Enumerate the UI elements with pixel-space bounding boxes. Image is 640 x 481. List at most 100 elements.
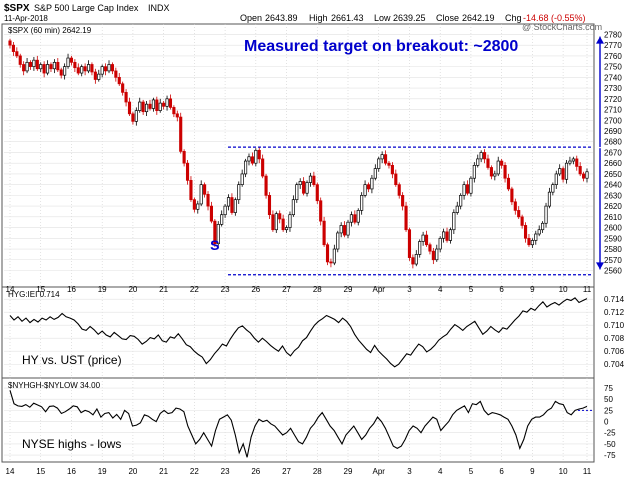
candle-body [76, 67, 80, 74]
candle-body [45, 64, 50, 74]
candle-body [8, 40, 12, 46]
candle-body [455, 205, 459, 213]
price-legend: $SPX (60 min) 2642.19 [8, 26, 92, 35]
header-exchange: INDX [148, 3, 170, 13]
pattern-label-s: S [210, 237, 219, 253]
hyg-tick-label: 0.710 [604, 321, 625, 330]
candle-body [537, 229, 541, 235]
candle-body [308, 175, 313, 183]
candle-body [244, 160, 248, 175]
price-tick-label: 2690 [604, 127, 622, 136]
candle-body [325, 244, 330, 263]
candle-body [237, 184, 241, 201]
header-close-value: 2642.19 [462, 13, 495, 23]
candle-body [469, 177, 473, 194]
x-tick-label-top: 19 [98, 285, 107, 294]
candle-body [472, 164, 476, 179]
candle-body [240, 173, 244, 186]
candle-body [83, 66, 87, 72]
candle-body [196, 203, 200, 210]
nyse-tick-label: 50 [604, 395, 613, 404]
candle-body [86, 64, 91, 72]
candle-body [564, 162, 569, 180]
candle-body [315, 184, 319, 202]
candle-body [261, 158, 265, 177]
candle-body [73, 61, 77, 69]
candle-body [278, 213, 282, 220]
hyg-tick-label: 0.704 [604, 360, 625, 369]
candle-body [541, 222, 545, 231]
candle-body [554, 173, 558, 186]
x-tick-label-bottom: 5 [469, 467, 474, 476]
hyg-tick-label: 0.714 [604, 295, 625, 304]
header-low-value: 2639.25 [393, 13, 426, 23]
candle-body [506, 177, 511, 190]
candle-body [233, 199, 237, 213]
candle-body [530, 240, 534, 246]
candle-body [496, 160, 500, 175]
price-tick-label: 2760 [604, 52, 622, 61]
nyse-tick-label: 0 [604, 418, 609, 427]
candle-body [366, 184, 371, 190]
candle-body [578, 166, 582, 175]
candle-body [69, 57, 74, 63]
candle-body [332, 248, 336, 264]
x-tick-label-top: 21 [159, 285, 168, 294]
x-tick-label-bottom: 6 [499, 467, 504, 476]
price-tick-label: 2740 [604, 73, 622, 82]
price-tick-label: 2590 [604, 234, 622, 243]
candle-body [459, 195, 463, 207]
x-tick-label-top: 20 [128, 285, 137, 294]
candle-body [534, 233, 538, 241]
candle-body [452, 212, 456, 231]
candle-body [561, 168, 565, 180]
price-tick-label: 2710 [604, 106, 622, 115]
x-tick-label-bottom: Apr [373, 467, 386, 476]
price-tick-label: 2630 [604, 191, 622, 200]
candle-body [380, 154, 384, 160]
x-tick-label-top: 27 [282, 285, 291, 294]
nyse-panel-frame [1, 377, 595, 463]
x-tick-label-bottom: 21 [159, 467, 168, 476]
x-tick-label-top: 11 [583, 285, 592, 294]
candle-body [465, 184, 470, 194]
x-tick-label-bottom: 27 [282, 467, 291, 476]
x-tick-label-top: 15 [36, 285, 45, 294]
candle-body [267, 195, 272, 216]
candle-body [510, 188, 514, 203]
candle-body [257, 149, 261, 160]
price-tick-label: 2700 [604, 116, 622, 125]
candle-body [264, 175, 268, 196]
header-close-label: Close [436, 13, 459, 23]
x-tick-label-bottom: 19 [98, 467, 107, 476]
candle-body [107, 64, 111, 72]
hyg-tick-label: 0.706 [604, 347, 625, 356]
candle-body [582, 173, 586, 179]
candle-body [182, 151, 186, 164]
candle-body [127, 101, 132, 115]
candle-body [527, 237, 531, 246]
nyse-tick-label: -75 [604, 451, 616, 460]
price-tick-label: 2780 [604, 30, 622, 39]
x-tick-label-bottom: 23 [221, 467, 230, 476]
candle-body [22, 64, 26, 72]
hyg-tick-label: 0.712 [604, 308, 625, 317]
candle-body [513, 201, 517, 211]
header-chg-label: Chg [505, 13, 522, 23]
x-tick-label-top: 10 [559, 285, 568, 294]
candle-body [407, 229, 412, 258]
x-tick-label-top: Apr [373, 285, 386, 294]
candle-body [189, 180, 193, 201]
x-tick-label-bottom: 15 [36, 467, 45, 476]
candle-body [360, 195, 364, 211]
x-tick-label-top: 6 [499, 285, 504, 294]
header-chg-value: -14.68 (-0.55%) [523, 13, 586, 23]
x-tick-label-bottom: 4 [438, 467, 443, 476]
x-tick-label-top: 22 [190, 285, 199, 294]
candle-body [49, 64, 53, 70]
price-title: Measured target on breakout: ~2800 [244, 38, 518, 55]
candle-body [168, 98, 173, 108]
price-tick-label: 2580 [604, 245, 622, 254]
candle-body [390, 164, 394, 175]
candle-body [305, 182, 309, 194]
